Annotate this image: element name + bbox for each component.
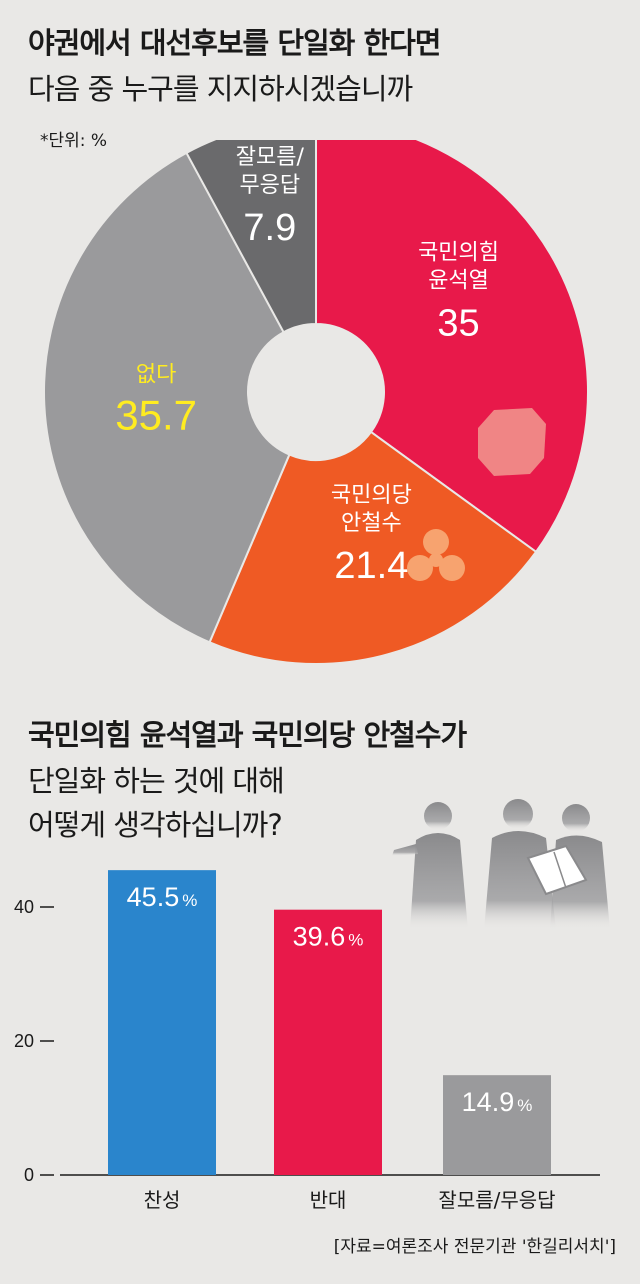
logo-circle — [423, 529, 449, 555]
bar-chart: 0 20 40 45.5 % 찬성 39.6 % 반대 14.9 % 잘모름/무응답 — [14, 870, 600, 1212]
people-reading-silhouette-icon — [392, 799, 610, 930]
pie-value-ppp: 35 — [437, 302, 479, 344]
pie-slice-people — [208, 430, 538, 665]
bar-3 — [443, 1075, 551, 1175]
y-tick-label: 0 — [24, 1165, 34, 1185]
y-tick-label: 20 — [14, 1031, 34, 1051]
bar-value-label: 14.9% — [462, 1087, 533, 1117]
bar-value-label: 39.6% — [293, 922, 364, 952]
bar-2 — [274, 909, 382, 1175]
source-note: [자료=여론조사 전문기관 '한길리서치'] — [333, 1237, 616, 1257]
bar-title-line3: 어떻게 생각하십니까? — [28, 808, 283, 842]
bar-value-label: 45.5% — [127, 882, 198, 912]
bar-title-line1: 국민의힘 윤석열과 국민의당 안철수가 — [28, 718, 467, 752]
pie-label-people-line2: 안철수 — [341, 511, 402, 536]
pie-label-none-line1: 없다 — [136, 363, 176, 388]
pie-slice-unsure — [185, 140, 317, 334]
category-label: 찬성 — [144, 1188, 181, 1212]
pie-label-unsure-line1: 잘모름/ — [236, 145, 305, 170]
pie-label-ppp-line1: 국민의힘 — [418, 240, 499, 265]
category-label: 반대 — [310, 1188, 347, 1212]
pie-slice-none — [43, 151, 291, 644]
pie-label-people-line1: 국민의당 — [331, 483, 412, 508]
bar-title-line2: 단일화 하는 것에 대해 — [28, 764, 285, 798]
pie-value-none: 35.7 — [115, 392, 197, 439]
logo-circle — [439, 555, 465, 581]
unit-note: *단위: % — [40, 131, 108, 151]
pie-title-line1: 야권에서 대선후보를 단일화 한다면 — [28, 26, 441, 60]
ppp-party-logo-icon — [478, 408, 546, 476]
ppp-logo-shape — [478, 408, 546, 476]
pie-value-unsure: 7.9 — [243, 207, 296, 249]
logo-circle — [407, 555, 433, 581]
y-tick-label: 40 — [14, 897, 34, 917]
pie-title-line2: 다음 중 누구를 지지하시겠습니까 — [28, 72, 413, 106]
people-party-logo-icon — [407, 529, 465, 581]
category-label: 잘모름/무응답 — [438, 1188, 555, 1212]
pie-label-unsure-line2: 무응답 — [239, 173, 300, 198]
logo-center — [429, 553, 443, 567]
pie-label-ppp-line2: 윤석열 — [428, 268, 489, 293]
bar-1 — [108, 870, 216, 1175]
pie-value-people: 21.4 — [334, 545, 408, 587]
